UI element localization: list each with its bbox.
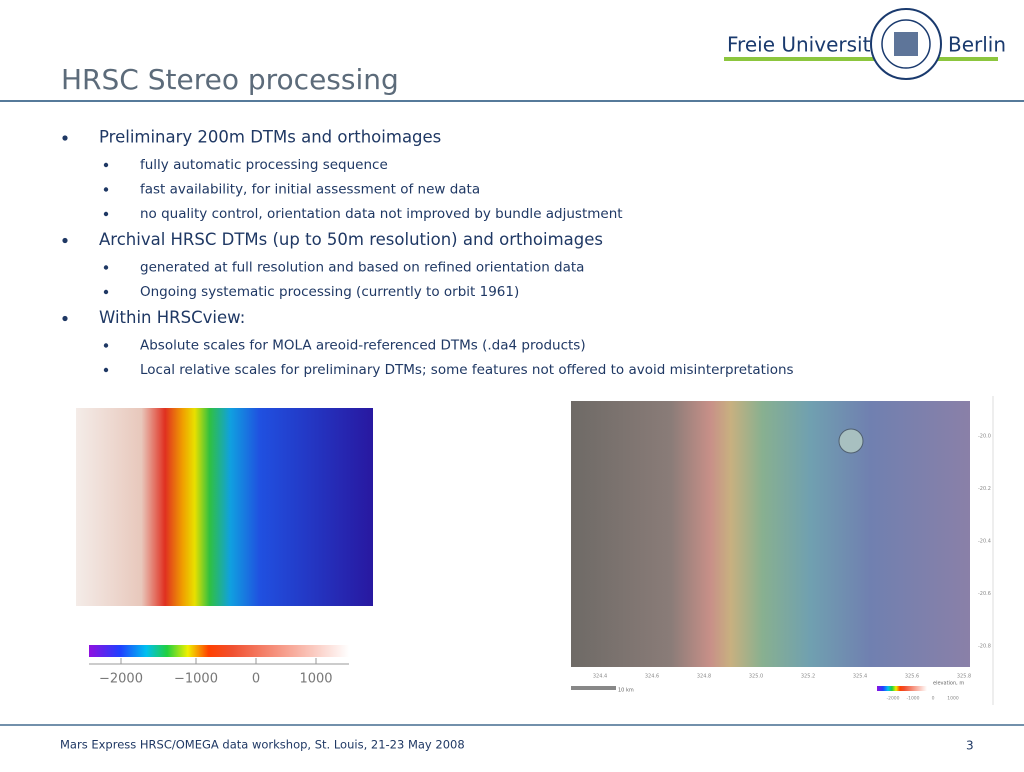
sub-bullet-text: fully automatic processing sequence bbox=[140, 157, 388, 173]
legend-label: -2000 bbox=[886, 696, 899, 702]
map-y-label: -20.8 bbox=[978, 644, 991, 650]
sub-bullet-dot bbox=[103, 211, 109, 217]
dtm-image bbox=[76, 408, 373, 606]
legend-label: -1000 bbox=[906, 696, 919, 702]
bullet-text: Within HRSCview: bbox=[99, 308, 245, 327]
map-x-label: 324.6 bbox=[645, 674, 659, 680]
bullet-text: Preliminary 200m DTMs and orthoimages bbox=[99, 128, 441, 147]
map-x-label: 325.6 bbox=[905, 674, 919, 680]
map-x-label: 325.0 bbox=[749, 674, 763, 680]
bullet-text: Archival HRSC DTMs (up to 50m resolution… bbox=[99, 230, 603, 249]
map-labels: -20.0 -20.2 -20.4 -20.6 -20.8 324.4 324.6 324.8… bbox=[593, 434, 991, 702]
sub-bullet-text: Local relative scales for preliminary DT… bbox=[140, 362, 794, 378]
logo-name: Freie Universität bbox=[727, 33, 891, 57]
colorbar-label: −1000 bbox=[174, 672, 218, 687]
slide-title: HRSC Stereo processing bbox=[61, 63, 399, 96]
bullet-dot bbox=[62, 135, 68, 141]
map-x-label: 325.4 bbox=[853, 674, 867, 680]
sub-bullet-text: generated at full resolution and based o… bbox=[140, 260, 584, 276]
mini-colorbar bbox=[877, 686, 927, 691]
map-x-label: 325.2 bbox=[801, 674, 815, 680]
bullet-dot bbox=[62, 237, 68, 244]
colorbar-label: 0 bbox=[252, 672, 260, 687]
logo-city: Berlin bbox=[948, 33, 1006, 57]
colorbar-ticks: −2000 −1000 0 1000 bbox=[99, 658, 333, 687]
sub-bullet-text: fast availability, for initial assessmen… bbox=[140, 182, 480, 198]
map-y-label: -20.6 bbox=[978, 591, 991, 597]
sub-bullet-dot bbox=[103, 162, 109, 168]
bullet-dot bbox=[62, 315, 68, 322]
legend-label: 0 bbox=[932, 696, 935, 702]
sub-bullet-text: Ongoing systematic processing (currently… bbox=[140, 284, 519, 300]
map-x-label: 324.4 bbox=[593, 674, 607, 680]
seal-emblem bbox=[894, 32, 918, 56]
sub-bullet-dot bbox=[103, 289, 109, 295]
colorbar-label: 1000 bbox=[299, 672, 332, 687]
bullet-list: Preliminary 200m DTMs and orthoimages ful… bbox=[62, 128, 794, 378]
sub-bullet-dot bbox=[103, 343, 109, 348]
map-y-label: -20.2 bbox=[978, 486, 991, 492]
sub-bullet-text: Absolute scales for MOLA areoid-referenc… bbox=[140, 338, 586, 354]
map-x-label: 324.8 bbox=[697, 674, 711, 680]
colorbar bbox=[89, 645, 349, 657]
sub-bullet-text: no quality control, orientation data not… bbox=[140, 206, 623, 222]
map-x-label: 325.8 bbox=[957, 674, 971, 680]
map-y-label: -20.4 bbox=[978, 539, 991, 545]
footer-text: Mars Express HRSC/OMEGA data workshop, S… bbox=[60, 738, 465, 752]
seal-inner bbox=[881, 19, 931, 69]
crater bbox=[838, 428, 864, 454]
legend-title: elevation, m bbox=[933, 681, 964, 687]
ortho-image bbox=[571, 401, 970, 667]
map-y-label: -20.0 bbox=[978, 434, 991, 440]
scale-label: 10 km bbox=[618, 688, 634, 694]
page-number: 3 bbox=[966, 739, 974, 753]
sub-bullet-dot bbox=[103, 367, 109, 373]
legend-label: 1000 bbox=[947, 696, 959, 702]
colorbar-label: −2000 bbox=[99, 672, 143, 687]
sub-bullet-dot bbox=[103, 187, 109, 192]
sub-bullet-dot bbox=[103, 265, 109, 270]
scale-bar bbox=[571, 686, 616, 690]
